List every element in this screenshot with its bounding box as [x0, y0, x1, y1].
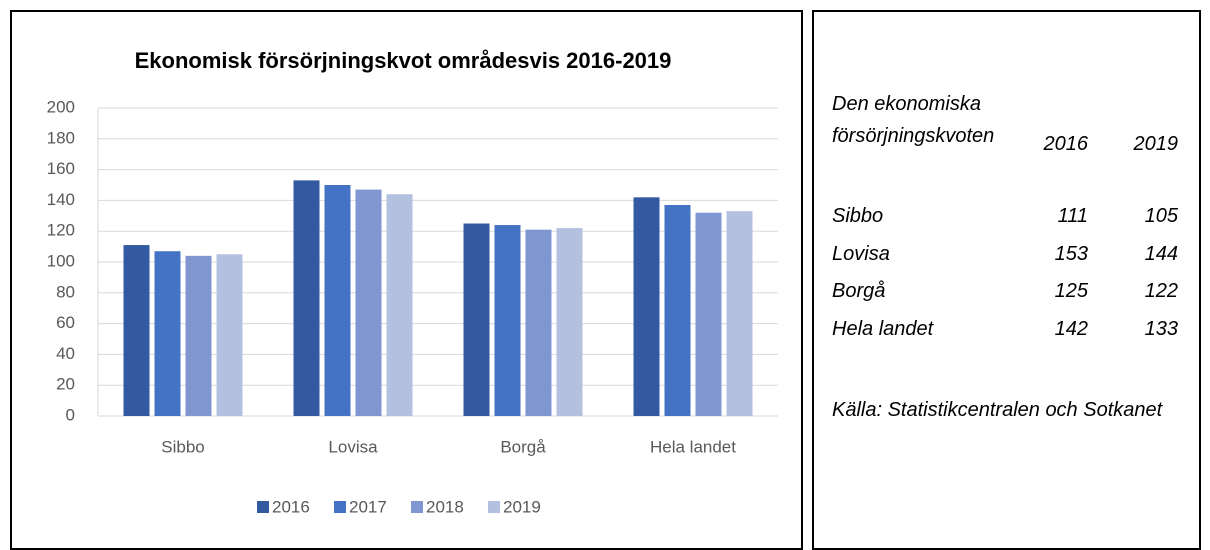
y-tick-label: 180 — [47, 128, 75, 147]
bar — [525, 229, 552, 416]
page: Ekonomisk försörjningskvot områdesvis 20… — [10, 10, 1201, 550]
y-tick-label: 160 — [47, 159, 75, 178]
x-tick-label: Lovisa — [328, 437, 378, 456]
row-label: Borgå — [832, 280, 886, 302]
bar — [386, 194, 413, 416]
x-tick-label: Sibbo — [161, 437, 204, 456]
y-tick-label: 40 — [56, 344, 75, 363]
y-tick-label: 200 — [47, 97, 75, 116]
legend-label: 2016 — [272, 497, 310, 516]
row-label: Sibbo — [832, 205, 884, 227]
legend-swatch — [334, 501, 346, 513]
x-tick-label: Borgå — [500, 437, 546, 456]
bar — [154, 251, 181, 416]
row-label: Lovisa — [832, 242, 890, 265]
chart-title: Ekonomisk försörjningskvot områdesvis 20… — [135, 48, 672, 73]
bar — [293, 180, 320, 416]
legend-label: 2019 — [503, 497, 541, 516]
bar — [664, 205, 691, 416]
legend-swatch — [257, 501, 269, 513]
bar — [355, 189, 382, 416]
bar — [556, 228, 583, 416]
bar — [726, 211, 753, 416]
side-source: Källa: Statistikcentralen och Sotkanet — [832, 399, 1163, 421]
y-tick-label: 80 — [56, 282, 75, 301]
cell: 105 — [1144, 205, 1178, 227]
cell: 133 — [1144, 317, 1178, 340]
y-tick-label: 120 — [47, 221, 75, 240]
y-tick-label: 20 — [56, 375, 75, 394]
legend-label: 2017 — [349, 497, 387, 516]
bar — [216, 254, 243, 416]
chart: Ekonomisk försörjningskvot områdesvis 20… — [47, 48, 778, 516]
cell: 142 — [1054, 317, 1088, 340]
cell: 153 — [1054, 242, 1088, 265]
side-heading: Den ekonomiska försörjningskvoten — [832, 93, 995, 147]
bar — [695, 212, 722, 416]
y-tick-label: 60 — [56, 313, 75, 332]
cell: 144 — [1144, 242, 1178, 265]
cell: 125 — [1054, 280, 1088, 302]
cell: 122 — [1144, 280, 1178, 302]
y-tick-label: 0 — [66, 405, 75, 424]
x-tick-label: Hela landet — [650, 437, 736, 456]
legend-label: 2018 — [426, 497, 464, 516]
y-tick-label: 100 — [47, 251, 75, 270]
bar — [324, 185, 351, 416]
bar — [463, 223, 490, 416]
row-label: Hela landet — [832, 317, 934, 340]
bar — [494, 225, 521, 416]
column-header: 2019 — [1133, 133, 1179, 155]
legend-swatch — [488, 501, 500, 513]
bar — [633, 197, 660, 416]
cell: 111 — [1057, 205, 1088, 227]
bar — [123, 245, 150, 416]
legend-swatch — [411, 501, 423, 513]
column-header: 2016 — [1043, 133, 1089, 155]
y-tick-label: 140 — [47, 190, 75, 209]
bar — [185, 255, 212, 416]
